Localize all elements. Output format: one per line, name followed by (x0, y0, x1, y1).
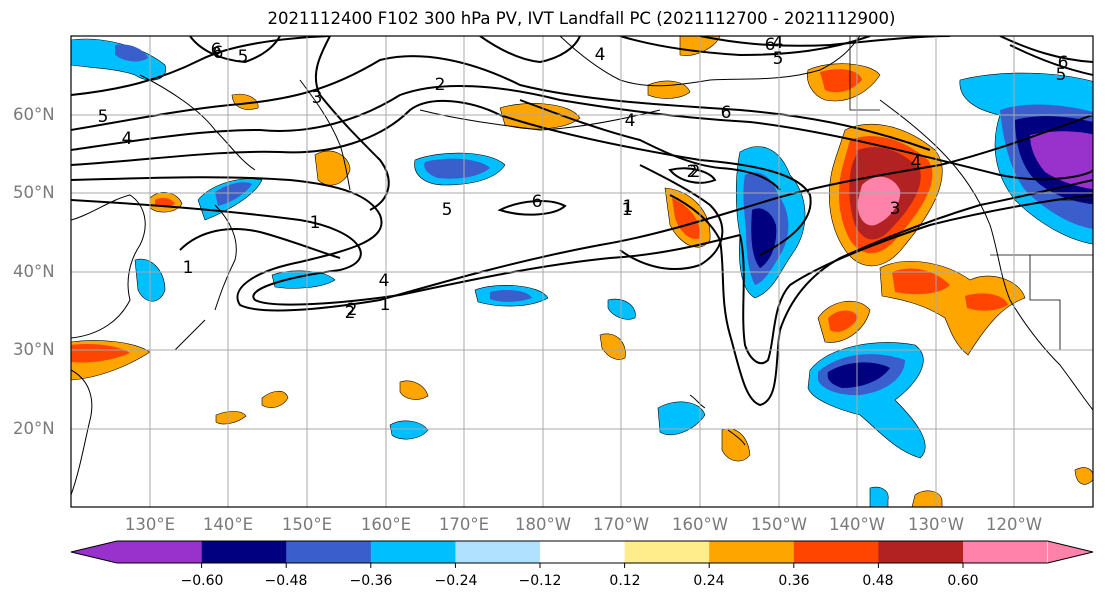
contour-label: 2 (345, 303, 356, 323)
colorbar-swatch (540, 541, 626, 563)
pv-contours (71, 36, 1093, 407)
contour-label: 3 (312, 88, 323, 108)
contour-label: 1 (183, 258, 194, 278)
colorbar-swatch (793, 541, 879, 563)
contour-label: 2 (690, 162, 701, 182)
colorbar-swatch (286, 541, 372, 563)
contour-label: 5 (773, 49, 784, 69)
colorbar-swatch (709, 541, 795, 563)
contour-label: 6 (532, 192, 543, 212)
colorbar-swatch (201, 541, 287, 563)
colorbar-swatch (370, 541, 456, 563)
contour-labels: 6 5 5 4 2 3 1 1 1 1 2 4 5 6 2 4 6 6 4 5 … (98, 33, 1069, 323)
lon-label: 180°W (514, 515, 572, 534)
contour-label: 2 (687, 162, 698, 182)
gridlines (71, 36, 1093, 507)
colorbar-tick-label: −0.60 (180, 573, 224, 589)
contour-label: 6 (1058, 53, 1069, 73)
lon-label: 160°W (671, 515, 729, 534)
contour-label: 1 (622, 200, 633, 220)
lon-label: 130°E (124, 515, 176, 534)
colorbar-swatch (117, 541, 202, 563)
lon-label: 160°E (360, 515, 412, 534)
colorbar-tick-label: −0.36 (349, 573, 393, 589)
lon-label: 170°E (438, 515, 490, 534)
colorbar-swatch (963, 541, 1047, 563)
contour-label: 4 (379, 271, 390, 291)
lat-label: 30°N (13, 340, 55, 359)
colorbar-tick-label: 0.60 (947, 573, 979, 589)
lat-label: 50°N (13, 183, 55, 202)
coastlines (71, 36, 1093, 496)
lon-label: 140°E (202, 515, 254, 534)
lat-label: 40°N (13, 262, 55, 281)
contour-label: 1 (310, 213, 321, 233)
lon-label: 140°W (828, 515, 886, 534)
colorbar-swatch (624, 541, 710, 563)
contour-label: 4 (625, 111, 636, 131)
contour-label: 1 (380, 295, 391, 315)
colorbar-tick-label: −0.12 (518, 573, 562, 589)
colorbar-tick-label: 0.24 (693, 573, 725, 589)
colorbar (70, 540, 1094, 568)
contour-label: 3 (890, 199, 901, 219)
contour-label: 5 (442, 200, 453, 220)
lon-label: 170°W (592, 515, 650, 534)
lat-label: 60°N (13, 105, 55, 124)
contour-label: 1 (623, 197, 634, 217)
contour-label: 5 (98, 107, 109, 127)
contour-label: 4 (122, 129, 133, 149)
contour-label: 4 (595, 45, 606, 65)
contour-label: 6 (721, 103, 732, 123)
contour-label: 2 (435, 75, 446, 95)
lon-label: 130°W (907, 515, 965, 534)
map-title: 2021112400 F102 300 hPa PV, IVT Landfall… (267, 9, 896, 28)
lat-label: 20°N (13, 419, 55, 438)
lon-label: 120°W (985, 515, 1043, 534)
colorbar-tick-label: 0.48 (862, 573, 894, 589)
contour-label: 6 (213, 43, 224, 63)
colorbar-tick-label: −0.48 (264, 573, 308, 589)
contour-label: 4 (773, 33, 784, 53)
lon-label: 150°W (750, 515, 808, 534)
contour-label: 6 (765, 35, 776, 55)
contour-label: 5 (1056, 65, 1067, 85)
colorbar-outline (70, 540, 1094, 564)
colorbar-extend-max (1047, 541, 1093, 563)
lon-label: 150°E (281, 515, 333, 534)
contour-label: 4 (911, 153, 922, 173)
contour-label: 6 (211, 40, 222, 60)
map-frame (70, 35, 1094, 508)
contour-label: 5 (238, 47, 249, 67)
colorbar-swatch (878, 541, 964, 563)
colorbar-tick-label: 0.36 (778, 573, 810, 589)
colorbar-tick-label: −0.24 (434, 573, 478, 589)
contour-label: 2 (347, 300, 358, 320)
colorbar-swatch (455, 541, 541, 563)
colorbar-tick-label: 0.12 (609, 573, 641, 589)
colorbar-extend-min (71, 541, 117, 563)
